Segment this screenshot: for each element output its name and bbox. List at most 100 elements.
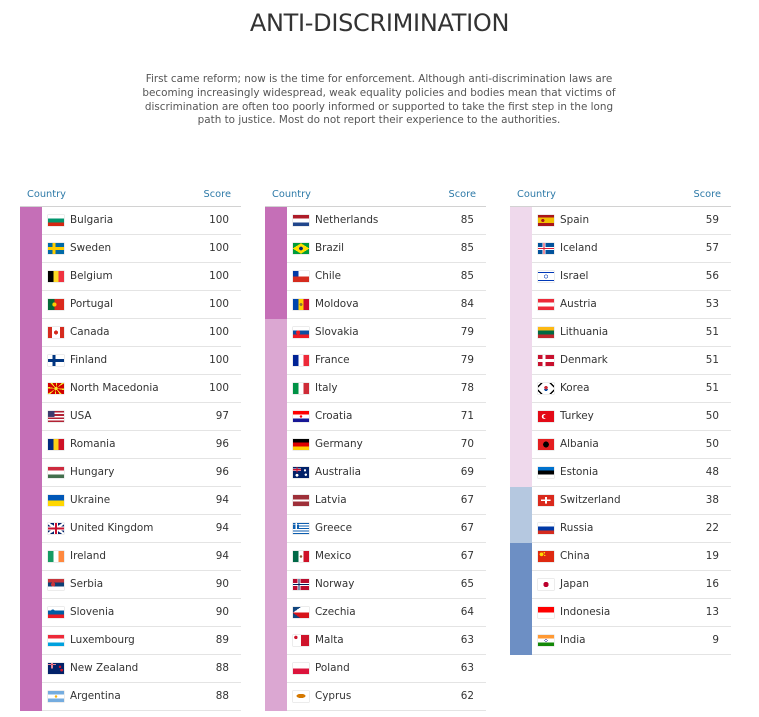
country-score: 96 — [215, 466, 229, 478]
score-band-swatch — [265, 319, 287, 347]
country-score: 97 — [215, 410, 229, 422]
score-band-swatch — [20, 655, 42, 683]
score-band-swatch — [265, 235, 287, 263]
score-band-swatch — [265, 263, 287, 291]
score-band-swatch — [20, 319, 42, 347]
table-row: Lithuania 51 — [510, 319, 731, 347]
country-score: 59 — [705, 214, 719, 226]
country-name: Moldova — [315, 298, 359, 310]
table-row: Slovakia 79 — [265, 319, 486, 347]
country-score: 100 — [209, 270, 229, 282]
column-header-score: Score — [693, 189, 721, 200]
country-name: Japan — [560, 578, 589, 590]
table-row: New Zealand 88 — [20, 655, 241, 683]
country-score: 53 — [705, 298, 719, 310]
north-macedonia-flag-icon — [48, 383, 64, 394]
score-band-swatch — [20, 543, 42, 571]
table-row: Indonesia 13 — [510, 599, 731, 627]
table-row: France 79 — [265, 347, 486, 375]
belgium-flag-icon — [48, 271, 64, 282]
australia-flag-icon — [293, 467, 309, 478]
country-name: Norway — [315, 578, 355, 590]
country-score: 88 — [215, 690, 229, 702]
score-band-swatch — [265, 627, 287, 655]
china-flag-icon — [538, 551, 554, 562]
score-band-swatch — [20, 459, 42, 487]
table-row: Bulgaria 100 — [20, 207, 241, 235]
country-score: 16 — [705, 578, 719, 590]
score-band-swatch — [265, 291, 287, 319]
country-name: Ireland — [70, 550, 106, 562]
score-band-swatch — [265, 207, 287, 235]
country-score: 9 — [712, 634, 719, 646]
table-row: Romania 96 — [20, 431, 241, 459]
country-score: 62 — [460, 690, 474, 702]
table-row: Czechia 64 — [265, 599, 486, 627]
table-row: India 9 — [510, 627, 731, 655]
ranking-table-2: Country Score Netherlands 85 Brazil 85 Chile 85… — [265, 189, 486, 711]
table-row: Cyprus 62 — [265, 683, 486, 711]
score-band-swatch — [20, 347, 42, 375]
score-band-swatch — [20, 291, 42, 319]
brazil-flag-icon — [293, 243, 309, 254]
country-name: USA — [70, 410, 92, 422]
country-name: Bulgaria — [70, 214, 114, 226]
table-row: Ireland 94 — [20, 543, 241, 571]
poland-flag-icon — [293, 663, 309, 674]
luxembourg-flag-icon — [48, 635, 64, 646]
country-score: 51 — [705, 326, 719, 338]
country-name: Greece — [315, 522, 352, 534]
finland-flag-icon — [48, 355, 64, 366]
country-name: China — [560, 550, 590, 562]
country-name: France — [315, 354, 350, 366]
germany-flag-icon — [293, 439, 309, 450]
country-score: 50 — [705, 410, 719, 422]
score-band-swatch — [265, 459, 287, 487]
albania-flag-icon — [538, 439, 554, 450]
score-band-swatch — [20, 263, 42, 291]
country-score: 85 — [460, 214, 474, 226]
country-score: 63 — [460, 634, 474, 646]
country-name: Estonia — [560, 466, 599, 478]
table-row: Mexico 67 — [265, 543, 486, 571]
table-row: Malta 63 — [265, 627, 486, 655]
country-score: 79 — [460, 326, 474, 338]
estonia-flag-icon — [538, 467, 554, 478]
moldova-flag-icon — [293, 299, 309, 310]
table-body: Spain 59 Iceland 57 Israel 56 Austria 53 Lithuan… — [510, 206, 731, 655]
score-band-swatch — [265, 403, 287, 431]
korea-flag-icon — [538, 383, 554, 394]
country-name: Romania — [70, 438, 116, 450]
spain-flag-icon — [538, 215, 554, 226]
country-score: 19 — [705, 550, 719, 562]
score-band-swatch — [265, 683, 287, 711]
country-name: Cyprus — [315, 690, 352, 702]
country-score: 38 — [705, 494, 719, 506]
country-name: Slovenia — [70, 606, 115, 618]
country-name: Denmark — [560, 354, 608, 366]
table-row: Moldova 84 — [265, 291, 486, 319]
country-score: 85 — [460, 270, 474, 282]
score-band-swatch — [510, 571, 532, 599]
new-zealand-flag-icon — [48, 663, 64, 674]
table-body: Netherlands 85 Brazil 85 Chile 85 Moldova 84 Slo… — [265, 206, 486, 711]
sweden-flag-icon — [48, 243, 64, 254]
score-band-swatch — [510, 459, 532, 487]
table-row: USA 97 — [20, 403, 241, 431]
country-score: 57 — [705, 242, 719, 254]
table-row: Korea 51 — [510, 375, 731, 403]
table-row: Denmark 51 — [510, 347, 731, 375]
table-header: Country Score — [20, 189, 241, 206]
score-band-swatch — [265, 487, 287, 515]
croatia-flag-icon — [293, 411, 309, 422]
country-name: Poland — [315, 662, 350, 674]
score-band-swatch — [510, 319, 532, 347]
score-band-swatch — [510, 235, 532, 263]
table-row: Poland 63 — [265, 655, 486, 683]
score-band-swatch — [510, 487, 532, 515]
austria-flag-icon — [538, 299, 554, 310]
country-score: 90 — [215, 606, 229, 618]
score-band-swatch — [20, 207, 42, 235]
page-title: ANTI-DISCRIMINATION — [249, 9, 510, 37]
country-score: 48 — [705, 466, 719, 478]
